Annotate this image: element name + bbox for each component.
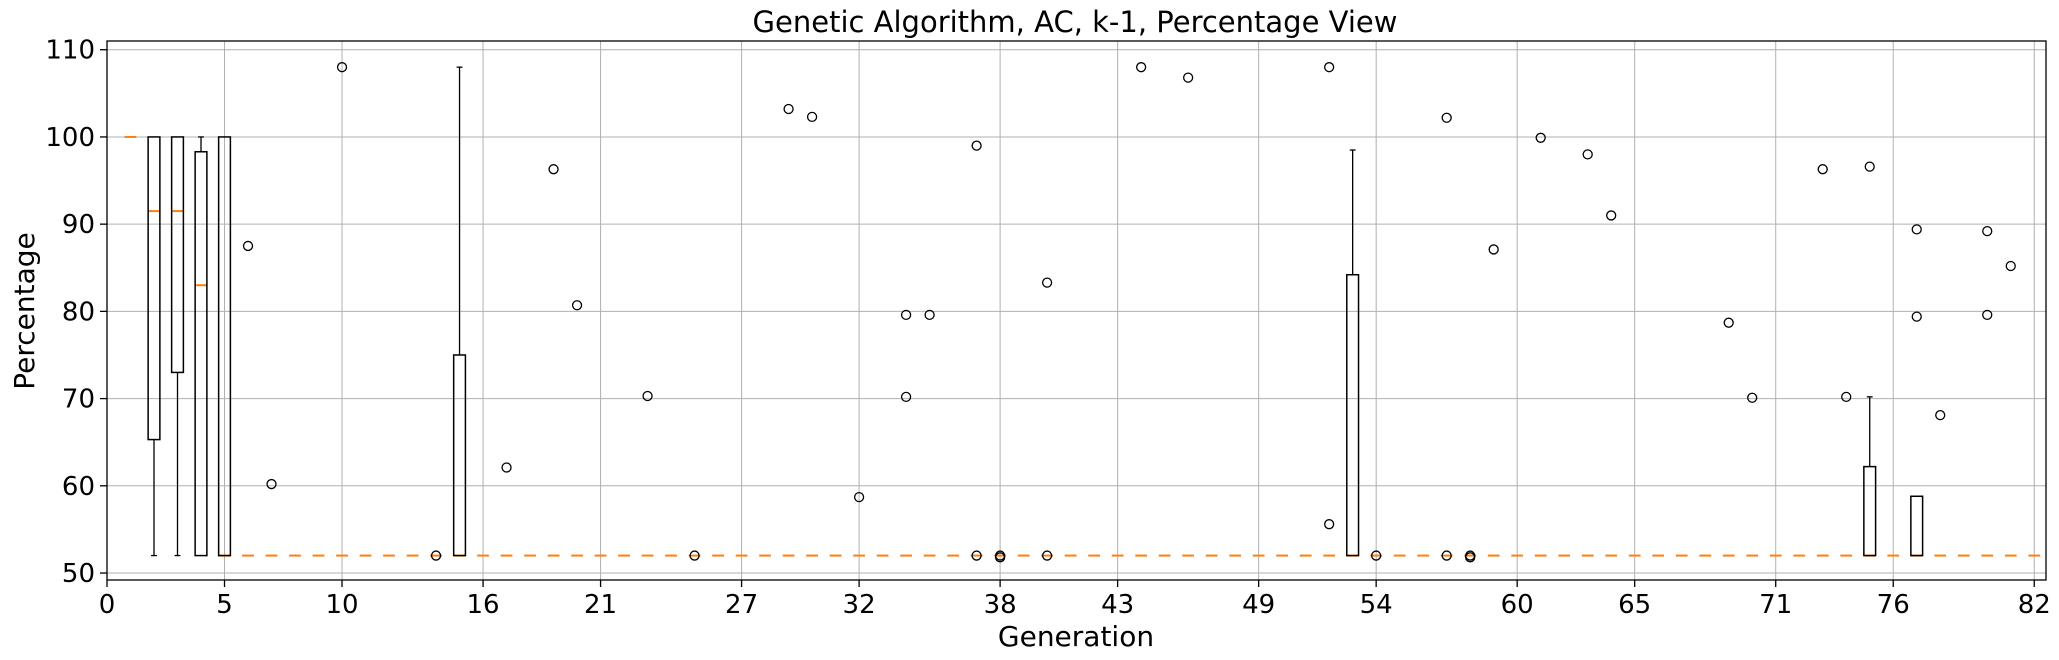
outlier-point [1371,550,1382,561]
outlier-point [806,111,818,123]
outlier-point [994,552,1006,563]
box-rect [170,136,185,374]
outlier-point [1935,410,1946,421]
outlier-point [571,300,583,311]
outlier-layer [242,62,2016,563]
outlier-point [1441,550,1452,561]
x-tick-label: 10 [325,590,358,620]
outlier-point [1723,317,1734,328]
x-tick-label: 82 [2018,590,2051,620]
outlier-point [1982,225,1993,237]
box-rect [1863,465,1877,557]
box-rect [1910,495,1924,557]
x-tick-label: 38 [984,590,1017,620]
outlier-point [1582,149,1593,160]
y-tick-label: 100 [45,123,95,153]
outlier-point [1535,132,1546,143]
outlier-point [1911,224,1922,235]
outlier-point [1182,72,1194,83]
y-axis-title: Percentage [8,232,41,390]
outlier-point [242,240,254,252]
y-tick-label: 80 [62,297,95,327]
outlier-point [336,62,348,73]
outlier-point [783,103,794,115]
x-tick-label: 71 [1759,590,1792,620]
box-rect [194,151,208,557]
outlier-point [1864,161,1875,172]
box-rect [452,354,467,557]
x-tick-label: 76 [1877,590,1910,620]
y-tick-label: 110 [45,36,95,66]
outlier-point [642,390,653,402]
x-tick-label: 16 [467,590,500,620]
box-rect [147,136,161,441]
y-tick-label: 60 [62,472,95,502]
outlier-point [1606,210,1617,221]
y-axis-ticks: 50 60 70 80 90 100 110 [45,36,107,589]
x-axis-title: Generation [998,620,1154,653]
outlier-point [1441,112,1452,123]
y-tick-label: 50 [62,559,95,589]
x-tick-label: 0 [99,590,116,620]
chart-title: Genetic Algorithm, AC, k-1, Percentage V… [753,5,1398,39]
plot-frame [106,40,2047,581]
x-tick-label: 27 [725,590,758,620]
x-tick-label: 60 [1501,590,1534,620]
outlier-point [689,550,700,561]
x-tick-label: 49 [1242,590,1275,620]
outlier-point [1841,391,1852,402]
outlier-point [1324,519,1335,530]
x-tick-label: 65 [1618,590,1651,620]
outlier-point [1747,392,1758,403]
outlier-point [501,462,512,473]
outlier-point [1041,277,1053,288]
outlier-point [1488,244,1499,255]
box-layer [147,66,1924,557]
outlier-point [1041,550,1053,561]
x-tick-label: 5 [216,590,233,620]
outlier-point [971,550,982,561]
outlier-point [1911,311,1922,322]
outlier-point [1135,62,1147,73]
outlier-point [548,164,559,175]
x-tick-label: 54 [1360,590,1393,620]
box-rect [1346,273,1360,557]
outlier-point [900,391,912,402]
outlier-point [1817,164,1828,175]
x-tick-label: 43 [1101,590,1134,620]
outlier-point [1465,552,1476,563]
outlier-point [1324,62,1335,73]
grid-layer [106,41,2046,580]
outlier-point [924,309,935,321]
outlier-point [971,140,982,151]
y-tick-label: 90 [62,210,95,240]
outlier-point [1982,309,1993,321]
outlier-point [266,478,277,490]
outlier-point [430,550,442,561]
x-axis-ticks: 0 5 10 16 21 27 32 38 43 49 54 60 65 71 76 82 [99,580,2051,620]
outlier-point [900,309,912,321]
x-tick-label: 32 [843,590,876,620]
outlier-point [2005,260,2016,272]
median-layer [124,135,2041,557]
x-tick-label: 21 [584,590,617,620]
box-rect [217,136,232,557]
outlier-point [853,491,865,503]
y-tick-label: 70 [62,385,95,415]
